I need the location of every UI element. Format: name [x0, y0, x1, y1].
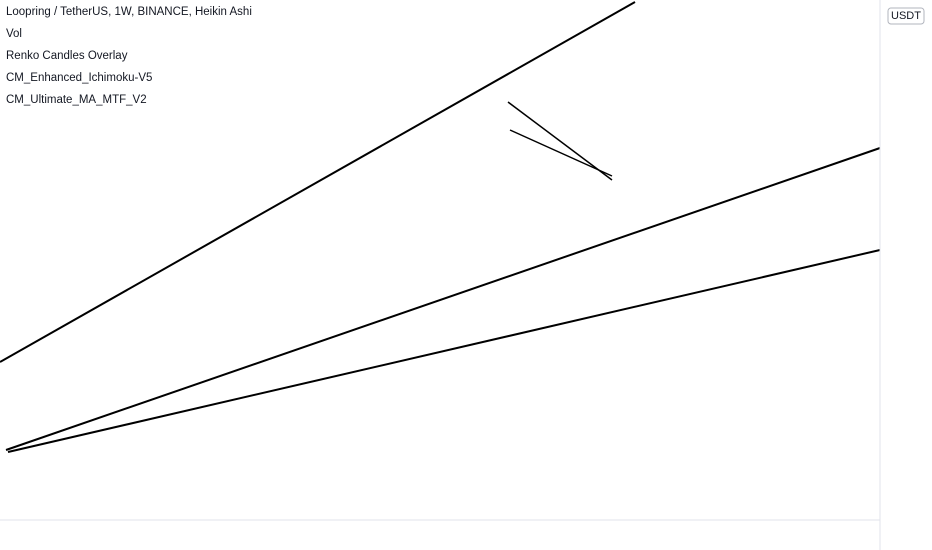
currency[interactable]: USDT [891, 10, 921, 22]
trend-line [7, 249, 881, 453]
trend-line [5, 147, 881, 451]
currency-box[interactable] [887, 7, 925, 25]
indicator-name: CM_Enhanced_Ichimoku-V5 [6, 72, 152, 84]
indicator-name: Renko Candles Overlay [6, 50, 128, 62]
trend-line [509, 129, 613, 177]
time-axis [0, 520, 932, 550]
indicator-name: CM_Ultimate_MA_MTF_V2 [6, 94, 147, 106]
chart-title: Loopring / TetherUS, 1W, BINANCE, Heikin… [6, 6, 252, 18]
trend-lines [0, 1, 881, 453]
trend-line [507, 101, 613, 181]
price-axis [880, 0, 932, 550]
indicator-name: Vol [6, 28, 22, 40]
trend-line [0, 1, 636, 363]
